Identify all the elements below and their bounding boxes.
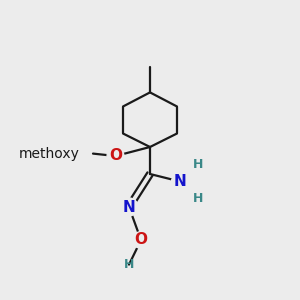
Circle shape bbox=[172, 173, 188, 190]
Text: H: H bbox=[124, 258, 134, 271]
Text: H: H bbox=[193, 158, 203, 172]
Text: methoxy: methoxy bbox=[19, 147, 80, 160]
Circle shape bbox=[107, 148, 124, 164]
Circle shape bbox=[133, 232, 149, 248]
Text: O: O bbox=[134, 232, 148, 247]
Circle shape bbox=[120, 198, 138, 216]
Text: O: O bbox=[109, 148, 122, 164]
Text: H: H bbox=[193, 191, 203, 205]
Text: N: N bbox=[174, 174, 186, 189]
Text: N: N bbox=[123, 200, 135, 214]
